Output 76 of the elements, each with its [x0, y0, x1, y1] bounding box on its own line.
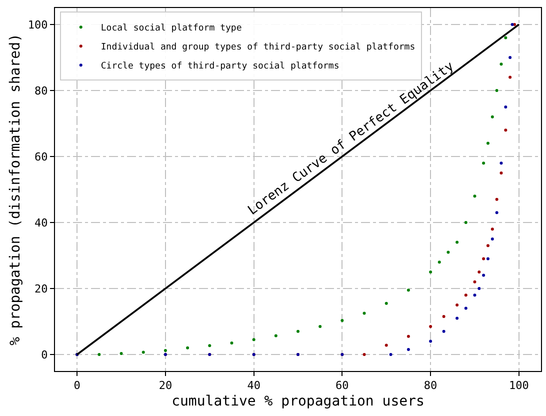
- point: [406, 288, 410, 292]
- point: [429, 340, 432, 343]
- point: [142, 350, 145, 354]
- point: [442, 330, 446, 333]
- point: [389, 353, 392, 356]
- point: [478, 287, 481, 290]
- point: [274, 334, 278, 338]
- point: [438, 260, 441, 264]
- legend-label: Local social platform type: [100, 24, 242, 34]
- point: [486, 257, 490, 260]
- point: [456, 304, 459, 306]
- point: [482, 274, 486, 277]
- point: [504, 36, 508, 40]
- point: [406, 348, 410, 352]
- point: [486, 142, 490, 145]
- point: [208, 344, 212, 348]
- point: [482, 162, 486, 165]
- point: [473, 294, 476, 297]
- point: [500, 162, 503, 165]
- y-tick-label: 40: [34, 216, 48, 230]
- point: [464, 221, 468, 224]
- point: [446, 250, 450, 254]
- point: [406, 334, 410, 338]
- point: [486, 244, 490, 248]
- x-tick-label: 100: [508, 379, 529, 392]
- point: [429, 270, 432, 274]
- point: [508, 76, 512, 79]
- y-tick-label: 0: [41, 348, 48, 362]
- point: [504, 106, 508, 108]
- point: [429, 324, 432, 328]
- point: [490, 238, 494, 240]
- point: [464, 306, 468, 310]
- point: [340, 319, 344, 322]
- point: [490, 115, 494, 118]
- point: [482, 257, 486, 260]
- point: [510, 23, 514, 26]
- x-tick-label: 60: [336, 379, 349, 392]
- point: [500, 62, 503, 66]
- point: [478, 270, 481, 274]
- point: [490, 228, 494, 231]
- point: [296, 330, 300, 333]
- x-tick-label: 0: [74, 379, 80, 392]
- point: [164, 349, 167, 352]
- legend-label: Circle types of third-party social platforms: [100, 62, 340, 72]
- x-tick-label: 20: [158, 379, 172, 392]
- point: [473, 280, 476, 284]
- point: [495, 89, 498, 92]
- point: [442, 315, 446, 318]
- y-axis-title: % propagation (disinformation shared): [8, 34, 24, 346]
- point: [473, 194, 476, 198]
- x-axis-title: cumulative % propagation users: [172, 394, 424, 410]
- y-tick-label: 80: [34, 84, 48, 98]
- point: [384, 344, 388, 347]
- y-tick-label: 20: [34, 282, 48, 296]
- point: [362, 353, 366, 356]
- point: [98, 353, 101, 356]
- point: [495, 211, 498, 214]
- point: [384, 302, 388, 305]
- point: [362, 312, 366, 315]
- point: [252, 338, 256, 342]
- x-tick-label: 80: [424, 379, 438, 392]
- point: [508, 56, 512, 59]
- y-tick-label: 60: [34, 150, 48, 164]
- point: [230, 341, 234, 344]
- point: [120, 352, 123, 356]
- x-tick-label: 40: [247, 379, 260, 392]
- point: [504, 128, 508, 132]
- point: [456, 240, 459, 244]
- point: [464, 294, 468, 297]
- point: [495, 198, 498, 201]
- point: [318, 324, 322, 328]
- point: [186, 346, 190, 350]
- point: [500, 172, 503, 174]
- y-tick-label: 100: [28, 18, 48, 32]
- legend-label: Individual and group types of third-party social platforms: [100, 42, 416, 53]
- point: [456, 316, 459, 320]
